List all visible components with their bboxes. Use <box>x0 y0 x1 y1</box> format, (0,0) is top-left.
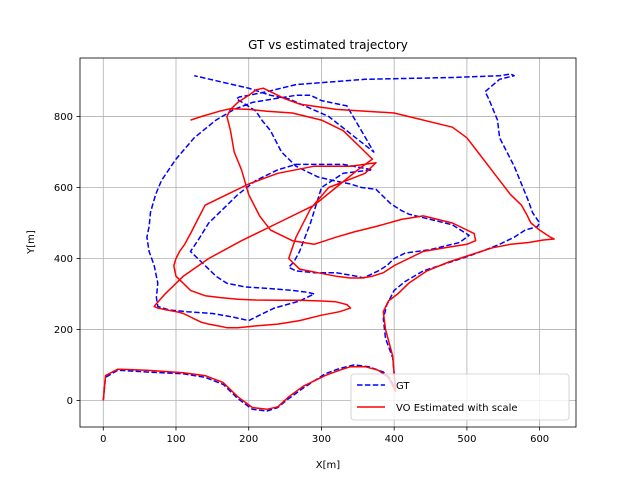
y-tick-label: 600 <box>54 183 73 194</box>
y-tick-label: 800 <box>54 112 73 123</box>
axis-ticks: 0 100 200 300 400 500 600 0 200 400 600 800 <box>54 112 549 445</box>
series-line-vo-estimated <box>102 87 555 411</box>
legend: GT VO Estimated with scale <box>350 373 570 421</box>
series-line-gt <box>102 73 541 412</box>
x-tick-label: 100 <box>166 434 185 445</box>
y-tick-label: 400 <box>54 254 73 265</box>
x-tick-label: 200 <box>239 434 258 445</box>
chart-title: GT vs estimated trajectory <box>248 38 408 52</box>
y-tick-label: 0 <box>67 396 73 407</box>
x-tick-label: 400 <box>385 434 404 445</box>
x-tick-label: 0 <box>100 434 106 445</box>
x-tick-label: 500 <box>457 434 476 445</box>
legend-label-gt: GT <box>396 381 410 392</box>
legend-box <box>350 373 570 421</box>
x-tick-label: 600 <box>530 434 549 445</box>
legend-label-vo: VO Estimated with scale <box>396 403 518 414</box>
series-lines <box>102 73 555 412</box>
y-tick-label: 200 <box>54 325 73 336</box>
y-axis-label: Y[m] <box>26 230 37 255</box>
plot-frame <box>79 57 577 428</box>
x-tick-label: 300 <box>312 434 331 445</box>
x-axis-label: X[m] <box>316 460 340 471</box>
